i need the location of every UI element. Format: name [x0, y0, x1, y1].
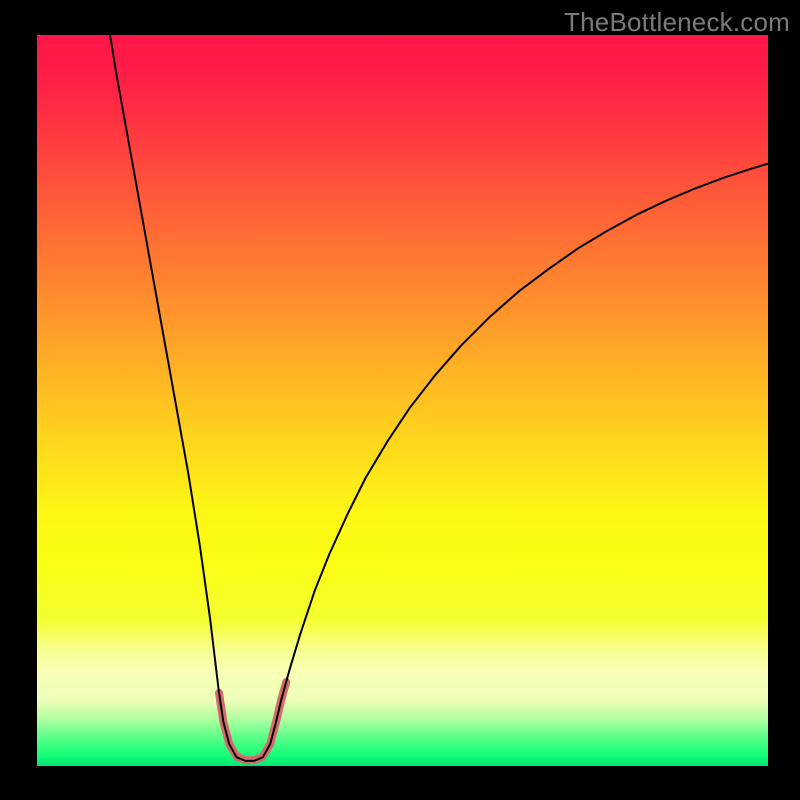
- gradient-background: [37, 35, 768, 766]
- chart-stage: TheBottleneck.com: [0, 0, 800, 800]
- watermark-text: TheBottleneck.com: [564, 7, 790, 38]
- bottleneck-curve-plot: [37, 35, 768, 766]
- plot-svg: [37, 35, 768, 766]
